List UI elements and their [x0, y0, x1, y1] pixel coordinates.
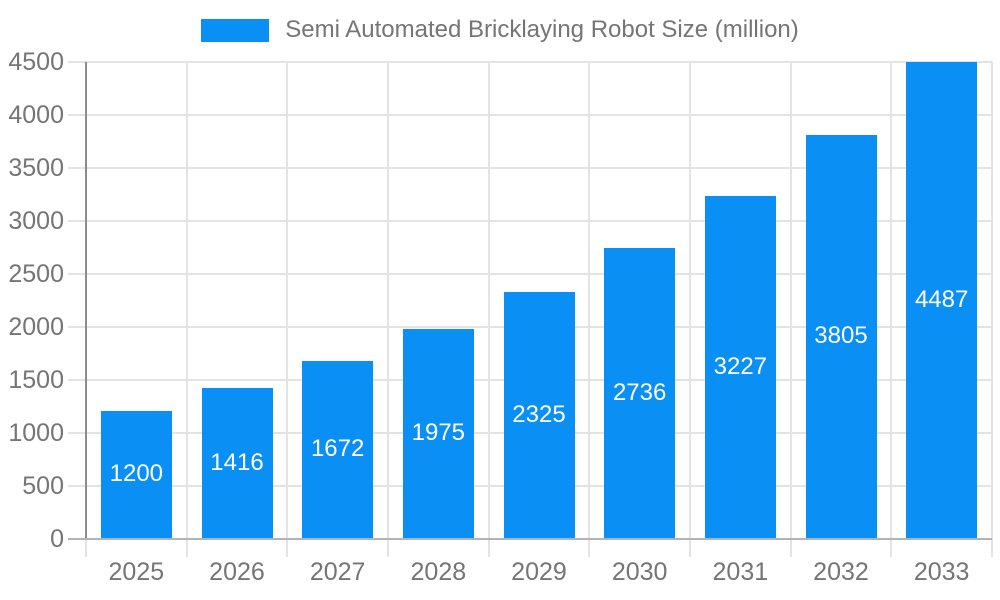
x-category-label-2030: 2030 [611, 558, 668, 586]
y-tick-label-500: 500 [22, 472, 64, 500]
y-tick-label-1500: 1500 [8, 366, 64, 394]
bar-value-label-2029: 2325 [512, 400, 566, 428]
bar-value-label-2027: 1672 [310, 435, 365, 463]
y-gridline-3000 [68, 220, 992, 222]
x-tick-6 [689, 539, 691, 557]
x-category-label-2032: 2032 [813, 558, 869, 586]
y-gridline-4000 [68, 114, 992, 116]
x-axis-baseline [68, 538, 992, 540]
x-gridline-8 [890, 62, 893, 539]
bar-2030[interactable]: 2736 [604, 247, 676, 538]
y-axis-line [85, 62, 87, 539]
y-tick-label-4500: 4500 [8, 48, 64, 76]
bar-2027[interactable]: 1672 [302, 360, 374, 538]
x-category-label-2028: 2028 [410, 558, 467, 586]
y-tick-label-3500: 3500 [8, 154, 64, 182]
y-tick-label-0: 0 [50, 525, 64, 553]
x-gridline-4 [487, 62, 490, 539]
bar-value-label-2025: 1200 [109, 460, 164, 488]
x-tick-0 [85, 539, 87, 557]
bar-value-label-2033: 4487 [914, 286, 969, 314]
y-gridline-2500 [68, 273, 992, 275]
x-tick-8 [890, 539, 893, 557]
x-gridline-6 [689, 62, 691, 539]
y-gridline-3500 [68, 167, 992, 169]
bar-value-label-2030: 2736 [612, 378, 667, 406]
x-gridline-5 [588, 62, 591, 539]
x-gridline-3 [387, 62, 389, 539]
bar-2025[interactable]: 1200 [100, 410, 172, 538]
y-tick-label-1000: 1000 [8, 419, 64, 447]
x-tick-4 [487, 539, 490, 557]
y-tick-label-2000: 2000 [8, 313, 64, 341]
x-gridline-2 [286, 62, 289, 539]
x-category-label-2029: 2029 [511, 558, 567, 586]
bar-2029[interactable]: 2325 [503, 291, 575, 538]
y-tick-label-3000: 3000 [8, 207, 64, 235]
x-category-label-2031: 2031 [712, 558, 769, 586]
y-gridline-4500 [68, 61, 992, 63]
x-category-label-2026: 2026 [209, 558, 265, 586]
x-category-label-2025: 2025 [108, 558, 165, 586]
legend-swatch [201, 18, 270, 42]
y-tick-label-2500: 2500 [8, 260, 64, 288]
x-gridline-1 [185, 62, 188, 539]
bar-2031[interactable]: 3227 [704, 195, 776, 538]
bar-value-label-2032: 3805 [814, 322, 868, 350]
bar-2028[interactable]: 1975 [402, 328, 474, 538]
x-gridline-9 [991, 62, 993, 539]
legend[interactable]: Semi Automated Bricklaying Robot Size (m… [0, 16, 1000, 44]
x-tick-3 [387, 539, 389, 557]
bar-2033[interactable]: 4487 [906, 62, 978, 538]
x-tick-1 [185, 539, 188, 557]
x-tick-9 [991, 539, 993, 557]
y-tick-label-4000: 4000 [8, 101, 64, 129]
legend-label: Semi Automated Bricklaying Robot Size (m… [285, 16, 799, 43]
bar-value-label-2028: 1975 [411, 419, 466, 447]
plot-area: 0 500 1000 1500 2000 2500 3000 3500 4000 4500 1200… [8, 49, 993, 585]
bar-2026[interactable]: 1416 [201, 387, 273, 538]
bar-2032[interactable]: 3805 [805, 134, 877, 538]
x-category-label-2027: 2027 [309, 558, 366, 586]
x-gridline-7 [789, 62, 792, 539]
x-category-label-2033: 2033 [913, 558, 970, 586]
x-tick-5 [588, 539, 591, 557]
bar-value-label-2026: 1416 [210, 448, 264, 476]
x-tick-2 [286, 539, 289, 557]
x-tick-7 [789, 539, 792, 557]
bar-value-label-2031: 3227 [713, 352, 768, 380]
